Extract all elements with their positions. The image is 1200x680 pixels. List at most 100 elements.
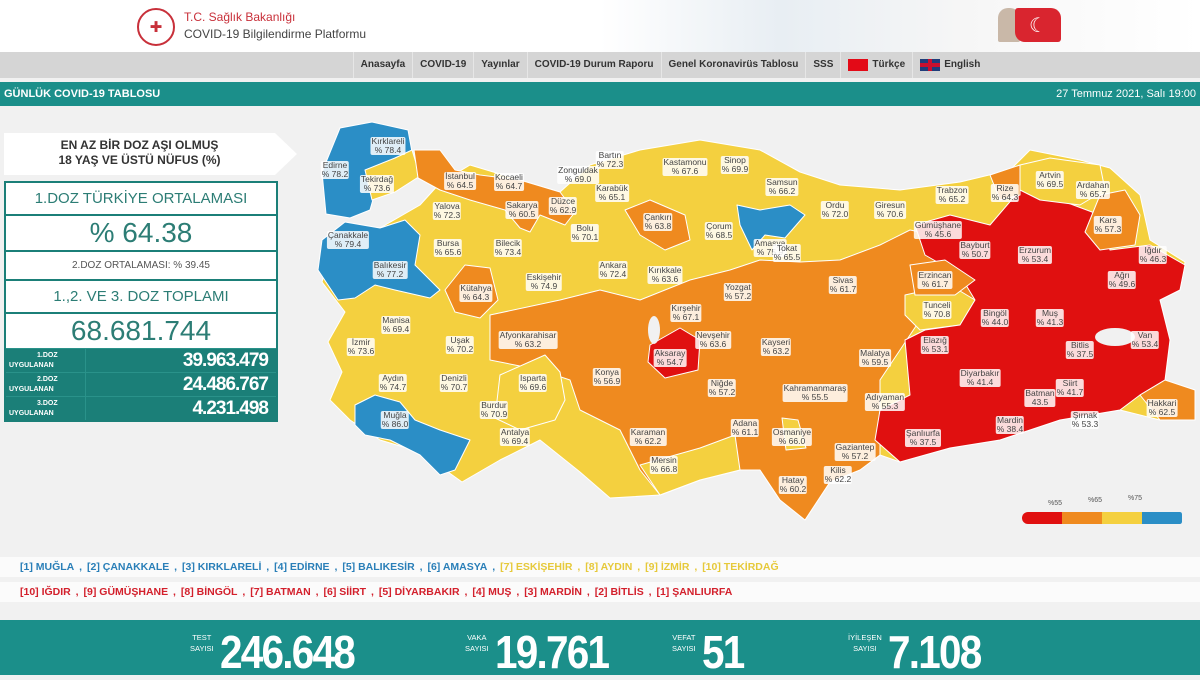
province-label-siirt[interactable]: Siirt% 41.7 bbox=[1055, 378, 1085, 397]
province-label-tokat[interactable]: Tokat% 65.5 bbox=[772, 244, 802, 262]
province-value: % 62.5 bbox=[1148, 407, 1176, 417]
province-name: Siirt bbox=[1062, 378, 1078, 388]
province-label-bilecik[interactable]: Bilecik% 73.4 bbox=[493, 239, 523, 257]
province-label-kayseri[interactable]: Kayseri% 63.2 bbox=[760, 338, 792, 356]
province-label-batman[interactable]: Batman 43.5 bbox=[1024, 388, 1056, 407]
province-label-hatay[interactable]: Hatay% 60.2 bbox=[778, 476, 808, 494]
province-label-karabük[interactable]: Karabük% 65.1 bbox=[595, 184, 629, 202]
province-value: % 55.3 bbox=[871, 401, 899, 411]
province-label-kırşehir[interactable]: Kırşehir% 67.1 bbox=[670, 304, 702, 322]
ranked-province: [10] TEKİRDAĞ bbox=[702, 561, 779, 573]
province-label-niğde[interactable]: Niğde% 57.2 bbox=[707, 379, 737, 397]
province-label-i̇zmir[interactable]: İzmir% 73.6 bbox=[346, 338, 376, 356]
province-label-kırıkkale[interactable]: Kırıkkale% 63.6 bbox=[647, 266, 683, 284]
province-label-tekirdağ[interactable]: Tekirdağ% 73.6 bbox=[359, 175, 395, 193]
province-label-şırnak[interactable]: Şırnak% 53.3 bbox=[1070, 411, 1100, 429]
province-label-mardin[interactable]: Mardin% 38.4 bbox=[995, 416, 1025, 434]
province-label-ordu[interactable]: Ordu% 72.0 bbox=[820, 201, 850, 219]
nav-durum-raporu[interactable]: COVID-19 Durum Raporu bbox=[526, 52, 661, 78]
province-label-ankara[interactable]: Ankara% 72.4 bbox=[598, 261, 628, 279]
province-label-erzincan[interactable]: Erzincan% 61.7 bbox=[917, 271, 953, 289]
province-label-bolu[interactable]: Bolu% 70.1 bbox=[570, 224, 600, 242]
province-label-gaziantep[interactable]: Gaziantep% 57.2 bbox=[834, 443, 876, 461]
province-label-hakkari[interactable]: Hakkari% 62.5 bbox=[1146, 399, 1178, 417]
province-label-manisa[interactable]: Manisa% 69.4 bbox=[381, 316, 411, 334]
province-label-adıyaman[interactable]: Adıyaman% 55.3 bbox=[864, 393, 906, 411]
province-label-malatya[interactable]: Malatya% 59.5 bbox=[859, 349, 891, 367]
dose-sublabel: UYGULANAN bbox=[9, 410, 54, 417]
province-label-aksaray[interactable]: Aksaray% 54.7 bbox=[653, 349, 687, 367]
province-label-ağrı[interactable]: Ağrı% 49.6 bbox=[1107, 271, 1137, 289]
province-label-van[interactable]: Van% 53.4 bbox=[1130, 331, 1160, 349]
province-label-konya[interactable]: Konya% 56.9 bbox=[592, 368, 622, 386]
nav-turkce[interactable]: Türkçe bbox=[840, 52, 912, 78]
province-label-muğla[interactable]: Muğla% 86.0 bbox=[380, 411, 410, 429]
province-label-erzurum[interactable]: Erzurum% 53.4 bbox=[1017, 246, 1053, 264]
province-label-bursa[interactable]: Bursa% 65.6 bbox=[433, 239, 463, 257]
platform-name[interactable]: COVID-19 Bilgilendirme Platformu bbox=[184, 27, 367, 41]
province-label-iğdır[interactable]: Iğdır% 46.3 bbox=[1138, 246, 1168, 264]
province-label-osmaniye[interactable]: Osmaniye% 66.0 bbox=[771, 428, 813, 446]
province-label-bitlis[interactable]: Bitlis% 37.5 bbox=[1065, 341, 1095, 359]
province-label-antalya[interactable]: Antalya% 69.4 bbox=[499, 428, 531, 446]
nav-covid19[interactable]: COVID-19 bbox=[412, 52, 473, 78]
province-label-rize[interactable]: Rize% 64.3 bbox=[990, 184, 1020, 202]
province-label-tunceli[interactable]: Tunceli% 70.8 bbox=[922, 301, 952, 319]
province-label-nevşehir[interactable]: Nevşehir% 63.6 bbox=[695, 331, 731, 349]
province-label-diyarbakır[interactable]: Diyarbakır% 41.4 bbox=[959, 369, 1001, 387]
province-label-burdur[interactable]: Burdur% 70.9 bbox=[479, 401, 509, 419]
province-label-çorum[interactable]: Çorum% 68.5 bbox=[704, 222, 734, 240]
province-label-gümüşhane[interactable]: Gümüşhane% 45.6 bbox=[913, 221, 963, 239]
province-label-bartın[interactable]: Bartın% 72.3 bbox=[595, 151, 625, 169]
province-label-kars[interactable]: Kars% 57.3 bbox=[1093, 216, 1123, 234]
province-label-afyonkarahisar[interactable]: Afyonkarahisar% 63.2 bbox=[498, 330, 558, 349]
province-label-kütahya[interactable]: Kütahya% 64.3 bbox=[459, 284, 493, 302]
province-label-çanakkale[interactable]: Çanakkale% 79.4 bbox=[326, 231, 370, 249]
province-label-i̇stanbul[interactable]: İstanbul% 64.5 bbox=[444, 172, 476, 190]
province-label-artvin[interactable]: Artvin% 69.5 bbox=[1035, 171, 1065, 189]
province-label-mersin[interactable]: Mersin% 66.8 bbox=[649, 456, 679, 474]
ministry-emblem-icon[interactable]: ✚ bbox=[137, 8, 175, 46]
province-label-samsun[interactable]: Samsun% 66.2 bbox=[765, 178, 799, 196]
nav-yayinlar[interactable]: Yayınlar bbox=[473, 52, 526, 78]
province-label-yozgat[interactable]: Yozgat% 57.2 bbox=[723, 283, 753, 301]
province-label-isparta[interactable]: Isparta% 69.6 bbox=[518, 374, 548, 392]
nav-turkce-label: Türkçe bbox=[872, 59, 906, 70]
ministry-name[interactable]: T.C. Sağlık Bakanlığı bbox=[184, 10, 296, 24]
province-label-zonguldak[interactable]: Zonguldak% 69.0 bbox=[557, 166, 599, 184]
province-label-şanlıurfa[interactable]: Şanlıurfa% 37.5 bbox=[904, 429, 942, 447]
province-label-yalova[interactable]: Yalova% 72.3 bbox=[432, 202, 462, 220]
province-label-uşak[interactable]: Uşak% 70.2 bbox=[445, 336, 475, 354]
province-label-karaman[interactable]: Karaman% 62.2 bbox=[629, 428, 667, 446]
province-label-kilis[interactable]: Kilis% 62.2 bbox=[823, 466, 853, 484]
province-label-eskişehir[interactable]: Eskişehir% 74.9 bbox=[525, 273, 563, 291]
province-label-giresun[interactable]: Giresun% 70.6 bbox=[874, 201, 906, 219]
province-label-edirne[interactable]: Edirne% 78.2 bbox=[320, 161, 350, 179]
nav-genel-tablo[interactable]: Genel Koronavirüs Tablosu bbox=[660, 52, 806, 78]
province-label-kırklareli[interactable]: Kırklareli% 78.4 bbox=[370, 137, 406, 155]
province-label-sivas[interactable]: Sivas% 61.7 bbox=[828, 276, 858, 294]
province-label-balıkesir[interactable]: Balıkesir% 77.2 bbox=[372, 261, 408, 279]
nav-english[interactable]: English bbox=[912, 52, 987, 78]
province-label-ardahan[interactable]: Ardahan% 65.7 bbox=[1075, 181, 1111, 199]
province-label-düzce[interactable]: Düzce% 62.9 bbox=[548, 197, 578, 215]
province-label-muş[interactable]: Muş% 41.3 bbox=[1035, 309, 1065, 327]
province-label-elazığ[interactable]: Elazığ% 53.1 bbox=[920, 336, 950, 354]
nav-anasayfa[interactable]: Anasayfa bbox=[352, 52, 412, 78]
province-label-adana[interactable]: Adana% 61.1 bbox=[730, 419, 760, 437]
province-label-kahramanmaraş[interactable]: Kahramanmaraş% 55.5 bbox=[782, 384, 848, 402]
province-label-trabzon[interactable]: Trabzon% 65.2 bbox=[935, 186, 969, 204]
province-label-bingöl[interactable]: Bingöl% 44.0 bbox=[980, 309, 1010, 327]
province-label-denizli[interactable]: Denizli% 70.7 bbox=[439, 374, 469, 392]
nav-sss[interactable]: SSS bbox=[805, 52, 840, 78]
province-label-aydın[interactable]: Aydın% 74.7 bbox=[378, 374, 408, 392]
province-label-çankırı[interactable]: Çankırı% 63.8 bbox=[643, 213, 673, 231]
province-name: Zonguldak bbox=[558, 165, 598, 175]
province-label-sakarya[interactable]: Sakarya% 60.5 bbox=[505, 201, 539, 219]
province-label-bayburt[interactable]: Bayburt% 50.7 bbox=[959, 241, 991, 259]
province-label-sinop[interactable]: Sinop% 69.9 bbox=[720, 156, 750, 174]
province-name: Batman bbox=[1025, 388, 1055, 398]
province-name: Afyonkarahisar bbox=[499, 330, 557, 340]
province-label-kocaeli[interactable]: Kocaeli% 64.7 bbox=[494, 173, 524, 191]
province-label-kastamonu[interactable]: Kastamonu% 67.6 bbox=[662, 158, 708, 176]
